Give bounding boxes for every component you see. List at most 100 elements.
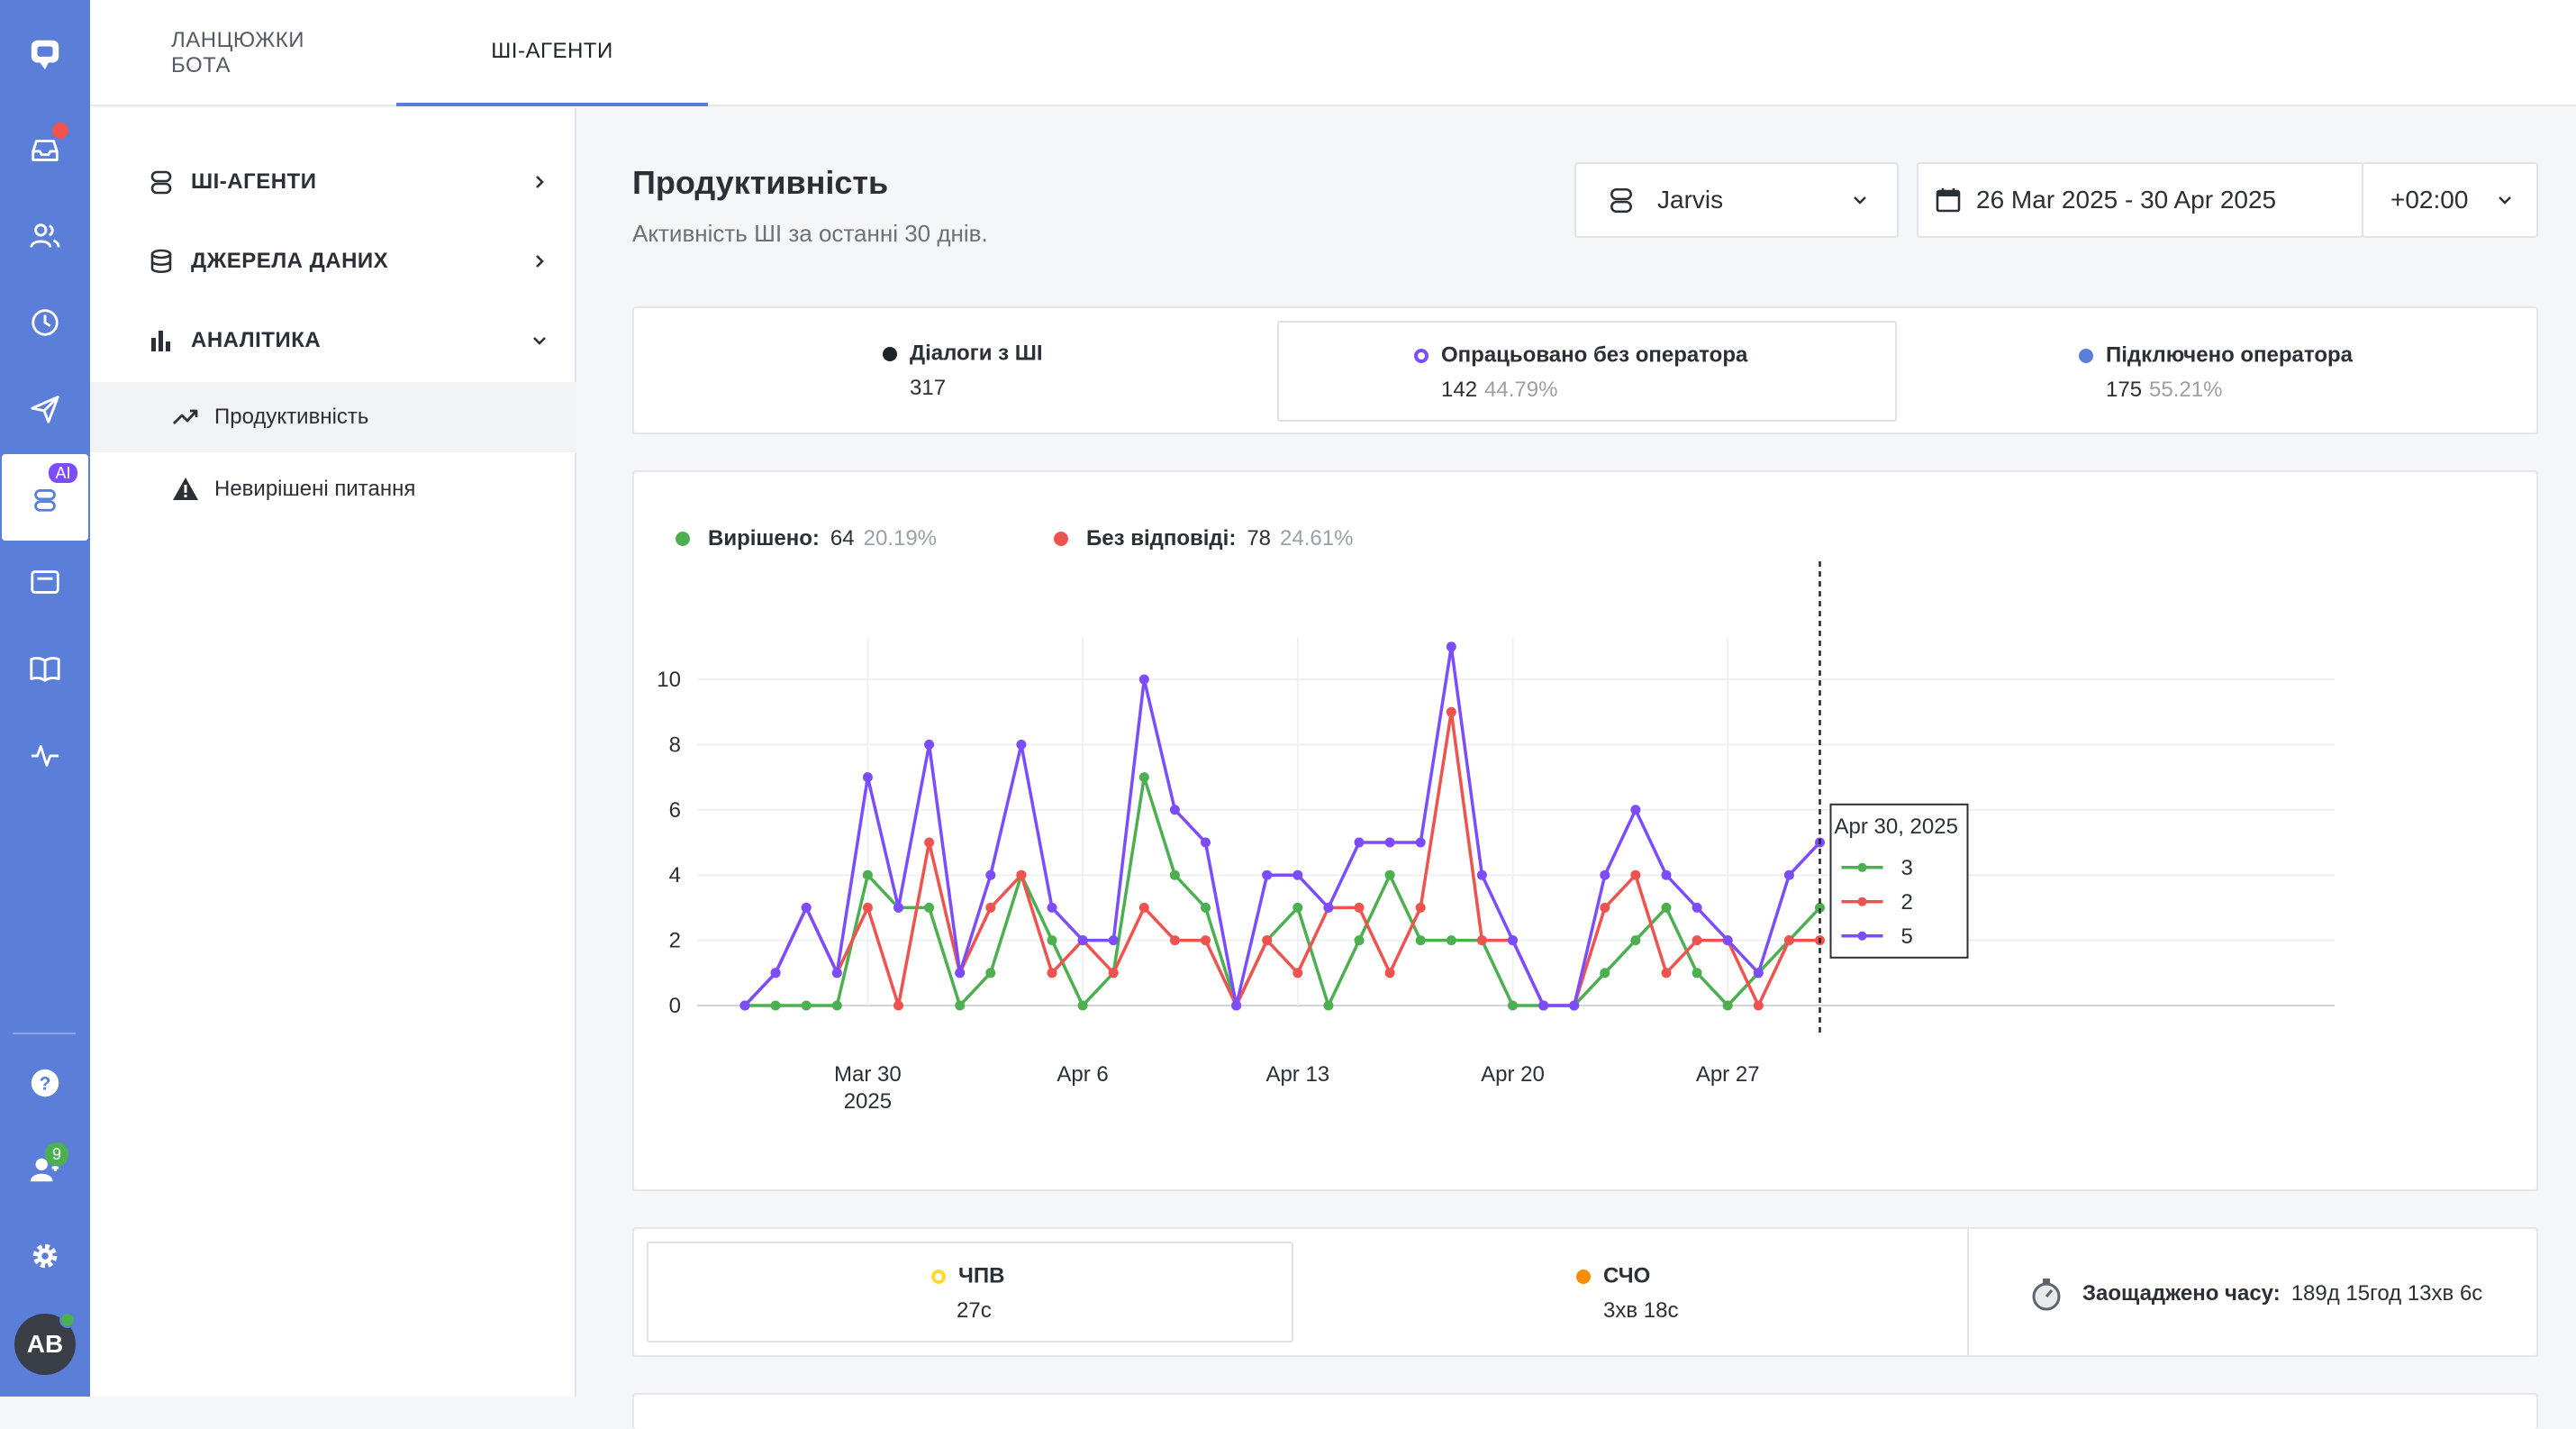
send-icon[interactable]: [0, 373, 90, 445]
data-point: [1783, 935, 1794, 946]
page-subtitle: Активність ШІ за останні 30 днів.: [632, 220, 988, 247]
stopwatch-icon: [2032, 1279, 2061, 1311]
data-point: [1201, 902, 1211, 913]
y-tick-label: 10: [657, 668, 681, 692]
data-point: [1661, 869, 1672, 880]
legend-no-answer[interactable]: Без відповіді: 78 24.61%: [1054, 526, 1353, 551]
tab-bot-chains[interactable]: ЛАНЦЮЖКИ БОТА: [171, 28, 304, 77]
data-point: [1722, 935, 1733, 946]
series-line-2: [743, 645, 1821, 1007]
data-point: [1630, 869, 1641, 880]
avatar-initials: AB: [26, 1330, 64, 1358]
data-point: [770, 968, 781, 978]
data-point: [1661, 902, 1672, 913]
svg-text:?: ?: [40, 1074, 51, 1095]
nav-rail: AI ? 9 AB: [0, 0, 90, 1397]
inbox-icon[interactable]: [0, 114, 90, 186]
data-point: [1047, 935, 1057, 946]
data-point: [1077, 935, 1088, 946]
series-dot: [1414, 348, 1429, 363]
data-point: [893, 1000, 903, 1011]
legend-name: Вирішено:: [708, 526, 820, 551]
legend-dot: [1054, 532, 1068, 546]
ai-bot-icon[interactable]: AI: [2, 454, 88, 541]
date-range-picker[interactable]: 26 Mar 2025 - 30 Apr 2025: [1917, 162, 2363, 238]
main-content: Продуктивність Активність ШІ за останні …: [578, 108, 2576, 1429]
agent-select-value: Jarvis: [1657, 186, 1724, 214]
metric-name: ЧПВ: [958, 1263, 1005, 1288]
sidebar-subitem-unresolved[interactable]: Невирішені питання: [90, 454, 576, 524]
data-point: [1753, 968, 1764, 978]
data-point: [1446, 935, 1456, 946]
activity-icon[interactable]: [0, 719, 90, 791]
trending-up-icon: [173, 409, 198, 424]
data-point: [1138, 902, 1149, 913]
tooltip-value: 5: [1901, 924, 1913, 949]
data-point: [1783, 869, 1794, 880]
stat-operator-connected: Підключено оператора 175 55.21%: [2079, 342, 2353, 403]
data-point: [1600, 869, 1610, 880]
bot-icon: [150, 170, 172, 195]
help-icon[interactable]: ?: [0, 1047, 90, 1119]
avatar[interactable]: AB: [14, 1314, 76, 1375]
data-point: [1384, 837, 1395, 848]
stat-name: Підключено оператора: [2106, 342, 2354, 368]
metric-box-frt[interactable]: [647, 1242, 1293, 1343]
chart-card: Вирішено: 64 20.19% Без відповіді: 78 24…: [632, 470, 2538, 1191]
calendar-icon: [1936, 188, 1961, 213]
x-tick-label: Apr 6: [1057, 1062, 1108, 1087]
clock-icon[interactable]: [0, 287, 90, 359]
tab-ai-agents[interactable]: ШІ-АГЕНТИ: [396, 0, 708, 106]
stat-value: 175 55.21%: [2106, 378, 2353, 403]
metric-avg-response: СЧО 3хв 18с: [1576, 1263, 1678, 1324]
card-icon[interactable]: [0, 546, 90, 618]
stat-name: Опрацьовано без оператора: [1441, 342, 1748, 368]
data-point: [1600, 902, 1610, 913]
sidebar-item-ai-agents[interactable]: ШІ-АГЕНТИ: [90, 148, 576, 216]
legend-resolved[interactable]: Вирішено: 64 20.19%: [676, 526, 937, 551]
next-card: [632, 1393, 2538, 1429]
data-point: [1077, 1000, 1088, 1011]
time-saved-value: 189д 15год 13хв 6с: [2290, 1281, 2483, 1306]
book-icon[interactable]: [0, 633, 90, 705]
data-point: [924, 739, 935, 750]
data-point: [1323, 1000, 1334, 1011]
data-point: [1201, 935, 1211, 946]
data-point: [985, 869, 996, 880]
stat-ai-dialogs: Діалоги з ШІ 317: [883, 341, 1043, 401]
agent-select[interactable]: Jarvis: [1574, 162, 1899, 238]
series-dot: [2079, 348, 2093, 363]
data-point: [1293, 869, 1303, 880]
x-tick-label: Apr 20: [1481, 1062, 1545, 1087]
metric-time-saved: Заощаджено часу: 189д 15год 13хв 6с: [2028, 1276, 2482, 1312]
data-point: [770, 1000, 781, 1011]
sidebar-item-data-sources[interactable]: ДЖЕРЕЛА ДАНИХ: [90, 227, 576, 296]
stat-box-handled[interactable]: [1277, 321, 1897, 422]
sidebar-item-analytics[interactable]: АНАЛІТИКА: [90, 306, 576, 375]
sidebar-item-label: ДЖЕРЕЛА ДАНИХ: [191, 249, 389, 273]
users-icon[interactable]: [0, 200, 90, 272]
series-dot: [883, 346, 897, 361]
time-saved-label: Заощаджено часу:: [2082, 1281, 2281, 1306]
stat-handled-without-operator: Опрацьовано без оператора 142 44.79%: [1414, 342, 1747, 403]
metric-frt: ЧПВ 27с: [931, 1263, 1004, 1324]
chat-logo-icon[interactable]: [0, 18, 90, 90]
data-point: [1016, 739, 1027, 750]
settings-icon[interactable]: [0, 1220, 90, 1292]
tooltip-swatch-dot: [1857, 862, 1867, 872]
metric-name: СЧО: [1603, 1263, 1651, 1288]
timezone-select[interactable]: +02:00: [2362, 162, 2538, 238]
data-point: [1815, 902, 1825, 913]
team-icon[interactable]: 9: [0, 1133, 90, 1206]
database-icon: [150, 249, 172, 274]
online-status-dot: [59, 1312, 76, 1328]
stat-count: 317: [910, 375, 947, 400]
sidebar-item-label: АНАЛІТИКА: [191, 328, 322, 352]
metric-value: 27с: [957, 1297, 992, 1323]
data-point: [1476, 869, 1487, 880]
rail-divider: [13, 1033, 76, 1034]
legend-value: 64: [830, 526, 855, 551]
sidebar-subitem-productivity[interactable]: Продуктивність: [90, 382, 576, 452]
x-tick-label: Apr 27: [1696, 1062, 1760, 1087]
